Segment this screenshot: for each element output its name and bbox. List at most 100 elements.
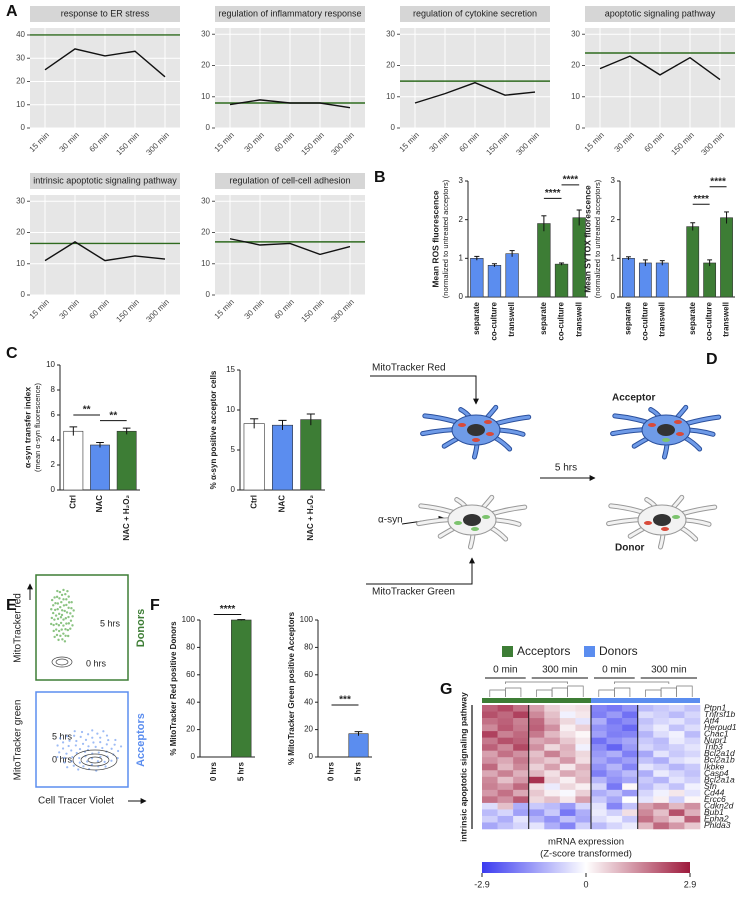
heatmap-cell [668, 763, 685, 771]
group-label: Acceptors [135, 713, 147, 767]
event [59, 634, 62, 638]
heatmap-cell [559, 770, 576, 778]
x-tick-label: 60 min [88, 131, 111, 154]
event [67, 744, 70, 748]
row-label: Chac1 [704, 729, 729, 739]
heatmap-cell [668, 822, 685, 830]
heatmap-cell [653, 724, 670, 732]
heatmap-cell [684, 705, 701, 712]
event [103, 760, 106, 763]
bar [686, 226, 700, 298]
heatmap-cell [559, 822, 576, 830]
y-tick-label: 0 [51, 485, 56, 494]
heatmap-cell [575, 757, 592, 765]
contour [51, 656, 73, 668]
heatmap-cell [591, 757, 607, 765]
event [119, 745, 123, 748]
heatmap-cell [513, 705, 530, 712]
event [50, 608, 53, 611]
heatmap-cell [513, 750, 530, 758]
heatmap-cell [622, 750, 639, 758]
event [61, 741, 65, 744]
heatmap-cell [591, 770, 607, 778]
panel-letter: E [6, 597, 17, 614]
dendrogram [505, 681, 568, 684]
y-tick-label: 0 [21, 123, 26, 132]
heatmap-cell [684, 731, 701, 738]
event [78, 747, 82, 751]
y-tick-label: 10 [16, 100, 25, 109]
heatmap-cell [513, 815, 530, 823]
heatmap-cell [513, 757, 530, 765]
event [64, 592, 67, 596]
heatmap-cell [606, 744, 623, 751]
mitochondrion [486, 432, 494, 436]
heatmap-cell [528, 802, 545, 810]
heatmap-cell [591, 750, 607, 758]
heatmap-cell [606, 757, 623, 765]
heatmap-cell [591, 744, 607, 751]
x-tick-label: 15 min [398, 131, 421, 154]
event [80, 730, 84, 734]
dendrogram [536, 689, 553, 697]
y-tick-label: 20 [571, 61, 580, 70]
bar [622, 258, 635, 298]
y-tick-label: 60 [186, 670, 195, 679]
heatmap-cell [482, 809, 498, 817]
chart-title: response to ER stress [61, 8, 150, 18]
title-band [215, 173, 365, 189]
chart-title: intrinsic apoptotic signaling pathway [33, 175, 177, 185]
x-tick-label: co-culture [640, 301, 649, 340]
row-label: Atf4 [703, 716, 719, 726]
heatmap-cell [575, 802, 592, 810]
heatmap-cell [575, 796, 592, 804]
y-tick-label: 10 [201, 259, 210, 268]
heatmap-cell [513, 822, 530, 830]
heatmap-cell [544, 757, 561, 765]
event [96, 760, 99, 763]
y-tick-label: 30 [16, 196, 25, 205]
event [53, 608, 57, 612]
event [84, 738, 88, 742]
heatmap-cell [622, 815, 639, 823]
y-tick-label: 10 [226, 405, 235, 414]
heatmap-cell [528, 789, 545, 797]
heatmap-cell [653, 705, 670, 712]
row-label: Cd44 [704, 787, 725, 797]
event [70, 607, 73, 610]
time-label: 5 hrs [100, 618, 121, 628]
y-axis-label: Mean ROS fluorescence [430, 190, 440, 288]
event [64, 634, 67, 637]
event [64, 617, 68, 620]
event [87, 733, 90, 736]
heatmap-cell [684, 737, 701, 745]
significance-label: ** [83, 405, 91, 416]
heatmap-cell [637, 757, 654, 765]
heatmap-cell [606, 789, 623, 797]
event [57, 624, 61, 627]
heatmap-cell [575, 789, 592, 797]
heatmap-cell [606, 750, 623, 758]
heatmap-cell [606, 796, 623, 804]
diagram: MitoTracker Red Acceptor 5 hrs α-syn Don… [366, 363, 722, 598]
heatmap-cell [668, 770, 685, 778]
colorbar-tick-label: -2.9 [474, 879, 490, 889]
event [62, 624, 65, 627]
dendrogram [645, 689, 662, 697]
event [62, 618, 65, 621]
legend-swatch [584, 646, 595, 657]
dendrogram [598, 689, 615, 697]
heatmap-cell [668, 796, 685, 804]
y-tick-label: 20 [201, 61, 210, 70]
row-label: Bcl2a1a [704, 774, 735, 784]
bar [537, 223, 551, 298]
significance-label: **** [563, 175, 579, 186]
heatmap-cell [606, 815, 623, 823]
x-tick-label: 300 min [144, 131, 170, 157]
heatmap-cell [544, 822, 561, 830]
heatmap-cell [544, 802, 561, 810]
y-tick-label: 20 [16, 228, 25, 237]
row-label: Ptpn1 [704, 703, 726, 713]
event [56, 607, 59, 611]
